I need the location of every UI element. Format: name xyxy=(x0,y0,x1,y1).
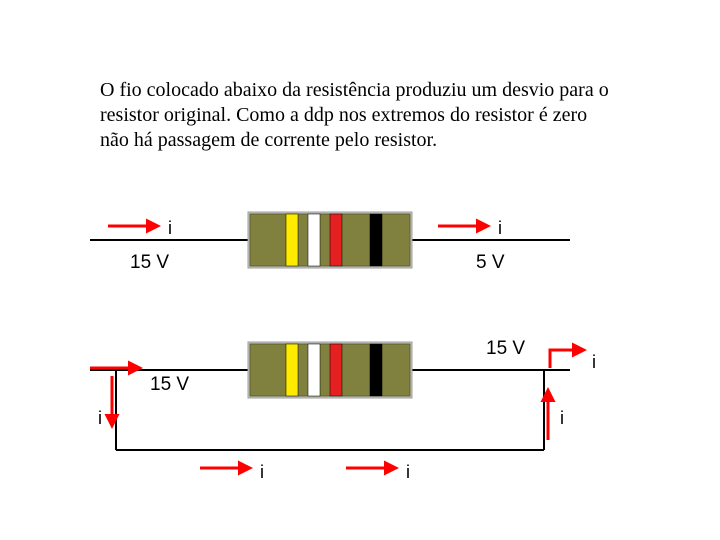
description-text: O fio colocado abaixo da resistência pro… xyxy=(100,78,620,153)
label: i xyxy=(406,462,410,482)
label: i xyxy=(560,408,564,428)
label: 15 V xyxy=(130,252,169,273)
resistor xyxy=(248,212,412,268)
resistor-band xyxy=(330,344,342,396)
resistor-band xyxy=(286,214,298,266)
resistor-band xyxy=(370,214,382,266)
label: i xyxy=(98,408,102,428)
resistor-band xyxy=(330,214,342,266)
label: 15 V xyxy=(486,338,525,359)
resistor-band xyxy=(286,344,298,396)
current-arrow xyxy=(550,350,584,368)
label: i xyxy=(498,218,502,238)
label: 15 V xyxy=(150,374,189,395)
circuit-svg: i i 15 V 5 V i i i i i 15 V 15 V xyxy=(90,190,630,510)
circuit-svg-wrapper: i i 15 V 5 V i i i i i 15 V 15 V xyxy=(90,190,630,510)
resistor xyxy=(248,342,412,398)
resistor-band xyxy=(308,344,320,396)
label: i xyxy=(260,462,264,482)
resistor-band xyxy=(308,214,320,266)
label: i xyxy=(592,352,596,372)
resistor-band xyxy=(370,344,382,396)
label: 5 V xyxy=(476,252,505,273)
diagram-canvas: O fio colocado abaixo da resistência pro… xyxy=(0,0,720,540)
label: i xyxy=(168,218,172,238)
